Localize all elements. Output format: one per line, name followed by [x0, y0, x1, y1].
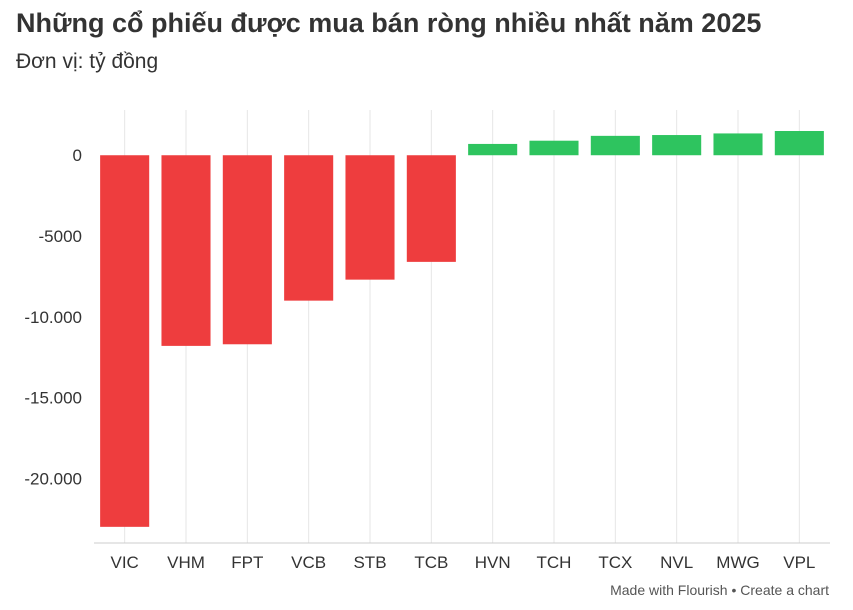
y-axis-ticks: 0 -5000 -10.000 -15.000 -20.000 — [24, 146, 82, 488]
bar-vhm — [161, 155, 211, 346]
x-tick-tcb: TCB — [414, 553, 448, 572]
x-tick-stb: STB — [353, 553, 386, 572]
bar-fpt — [222, 155, 272, 345]
footer: Made with Flourish • Create a chart — [610, 582, 829, 598]
y-tick-4: -20.000 — [24, 469, 82, 488]
x-tick-mwg: MWG — [716, 553, 759, 572]
bar-hvn — [468, 143, 518, 156]
bar-mwg — [713, 133, 763, 156]
bar-vpl — [774, 131, 824, 156]
x-tick-hvn: HVN — [475, 553, 511, 572]
x-tick-fpt: FPT — [231, 553, 263, 572]
x-tick-tch: TCH — [537, 553, 572, 572]
x-tick-vhm: VHM — [167, 553, 205, 572]
x-tick-nvl: NVL — [660, 553, 693, 572]
create-chart-link[interactable]: Create a chart — [740, 582, 829, 598]
chart-title: Những cổ phiếu được mua bán ròng nhiều n… — [16, 8, 762, 38]
x-tick-tcx: TCX — [598, 553, 632, 572]
bar-vic — [100, 155, 150, 527]
bar-stb — [345, 155, 395, 280]
chart-subtitle: Đơn vị: tỷ đồng — [16, 50, 159, 73]
bar-nvl — [652, 135, 702, 156]
bar-tcx — [590, 135, 640, 156]
x-tick-vpl: VPL — [783, 553, 815, 572]
y-tick-3: -15.000 — [24, 389, 82, 408]
x-tick-vcb: VCB — [291, 553, 326, 572]
footer-separator: • — [731, 582, 737, 598]
y-tick-0: 0 — [73, 146, 82, 165]
y-tick-1: -5000 — [39, 227, 82, 246]
made-with-flourish-link[interactable]: Made with Flourish — [610, 582, 728, 598]
bar-tcb — [406, 155, 456, 262]
bars — [100, 131, 824, 527]
x-axis-ticks: VIC VHM FPT VCB STB TCB HVN TCH TCX NVL MWG VPL — [110, 553, 815, 572]
x-tick-vic: VIC — [110, 553, 138, 572]
bar-vcb — [284, 155, 334, 301]
bar-tch — [529, 140, 579, 156]
y-tick-2: -10.000 — [24, 308, 82, 327]
